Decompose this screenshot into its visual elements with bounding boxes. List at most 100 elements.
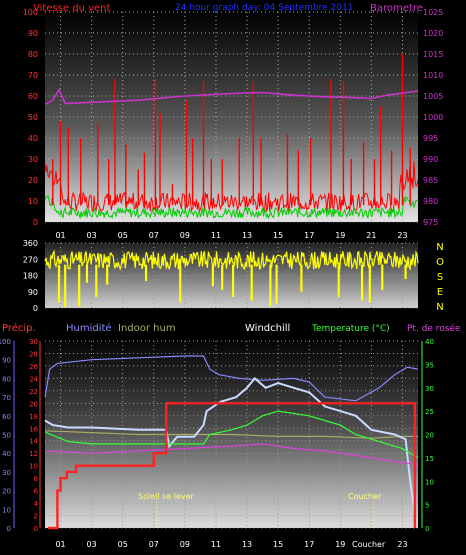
baro-y-tick-label: 1015 — [423, 50, 443, 59]
wind-y-tick-label: 80 — [28, 50, 38, 59]
sun-markers: Soleil se lever Coucher Coucher — [138, 492, 386, 549]
barometer-title: Barometre — [370, 3, 423, 14]
precip-y-tick-label: 30 — [29, 338, 38, 346]
wind-x-tick-label: 19 — [335, 231, 345, 240]
precip-y-tick-label: 10 — [29, 463, 38, 471]
temp-y-tick-label: 10 — [425, 478, 434, 486]
humidity-y-tick-label: 30 — [2, 469, 11, 477]
wind-average-line — [44, 195, 419, 220]
humidity-y-tick-label: 50 — [2, 432, 11, 440]
precip-y-tick-label: 8 — [34, 475, 38, 483]
precip-y-tick-label: 16 — [29, 425, 38, 433]
precip-y-tick-label: 0 — [34, 525, 38, 533]
precip-y-tick-label: 26 — [29, 363, 38, 371]
wind-x-tick-label: 01 — [55, 231, 65, 240]
wind-y-tick-label: 90 — [28, 29, 38, 38]
wind-x-tick-label: 11 — [211, 231, 221, 240]
period-title: 24 hour graph day: 04 Septembre 2011 — [175, 3, 353, 13]
humidity-label: Humidité — [66, 322, 112, 334]
wind-y-tick-label: 10 — [28, 197, 38, 206]
temp-y-tick-label: 25 — [425, 408, 434, 416]
direction-y-tick-label: 270 — [23, 255, 38, 264]
humidity-y-tick-label: 70 — [2, 394, 11, 402]
baro-y-tick-label: 975 — [423, 218, 438, 227]
climate-x-tick-label: 05 — [118, 540, 128, 549]
baro-y-tick-label: 985 — [423, 176, 438, 185]
sunrise-label: Soleil se lever — [138, 492, 195, 501]
wind-plot-area — [45, 12, 418, 222]
compass-letter: O — [436, 257, 444, 268]
precip-label: Précip. — [2, 322, 36, 334]
compass-letter: S — [437, 272, 443, 283]
wind-x-tick-label: 23 — [397, 231, 407, 240]
wind-y-tick-label: 50 — [28, 113, 38, 122]
direction-y-tick-label: 360 — [23, 239, 38, 248]
wind-x-tick-label: 09 — [180, 231, 190, 240]
temp-y-tick-label: 40 — [425, 338, 434, 346]
precip-y-tick-label: 12 — [29, 450, 38, 458]
humidity-line — [44, 355, 419, 402]
climate-series — [44, 355, 419, 530]
precip-y-tick-label: 28 — [29, 350, 38, 358]
temperature-label: Temperature (°C) — [311, 324, 390, 334]
wind-y-tick-label: 40 — [28, 134, 38, 143]
wind-x-tick-label: 21 — [366, 231, 376, 240]
temp-y-tick-label: 0 — [425, 525, 429, 533]
climate-x-tick-label: 03 — [87, 540, 97, 549]
temperature-line — [44, 410, 419, 459]
climate-x-tick-label: 11 — [211, 540, 221, 549]
climate-x-tick-label: 07 — [149, 540, 159, 549]
humidity-y-tick-label: 60 — [2, 413, 11, 421]
climate-x-tick-label: 15 — [273, 540, 283, 549]
windchill-line — [44, 376, 416, 515]
climate-x-tick-label: 01 — [55, 540, 65, 549]
compass-letter: N — [436, 302, 443, 313]
baro-y-tick-label: 990 — [423, 155, 438, 164]
wind-hour-axis: 01 03 05 07 09 11 13 15 17 19 21 23 — [55, 231, 407, 240]
direction-series — [44, 249, 419, 308]
baro-y-tick-label: 1010 — [423, 71, 443, 80]
temp-y-tick-label: 5 — [425, 502, 429, 510]
direction-y-tick-label: 90 — [28, 288, 38, 297]
temp-y-tick-label: 15 — [425, 455, 434, 463]
wind-x-tick-label: 17 — [304, 231, 314, 240]
climate-axes: 0246810121416182022242628300102030405060… — [0, 338, 434, 549]
precip-y-tick-label: 24 — [29, 375, 38, 383]
climate-x-tick-label: 23 — [397, 540, 407, 549]
baro-y-tick-label: 980 — [423, 197, 438, 206]
sunset-label: Coucher — [348, 492, 382, 501]
indoor-hum-line — [44, 430, 418, 439]
humidity-y-tick-label: 0 — [7, 525, 11, 533]
compass-letter: E — [437, 287, 443, 298]
indoor-hum-label: Indoor hum — [118, 323, 176, 334]
dewpoint-line — [44, 443, 419, 466]
wind-speed-line — [44, 161, 419, 214]
direction-line — [44, 249, 419, 272]
wind-y-tick-label: 0 — [33, 218, 38, 227]
direction-axis: 0 90 180 270 360 — [23, 239, 38, 313]
precip-y-tick-label: 22 — [29, 388, 38, 396]
compass-letter: N — [436, 242, 443, 253]
wind-y-tick-label: 30 — [28, 155, 38, 164]
barometer-line — [44, 87, 419, 106]
wind-y-tick-label: 20 — [28, 176, 38, 185]
wind-y-tick-label: 100 — [23, 8, 38, 17]
wind-series — [44, 54, 419, 220]
wind-x-tick-label: 15 — [273, 231, 283, 240]
wind-speed-axis: 0 10 20 30 40 50 60 70 80 90 100 — [23, 8, 38, 227]
temp-y-tick-label: 20 — [425, 432, 434, 440]
direction-y-tick-label: 0 — [33, 304, 38, 313]
humidity-y-tick-label: 80 — [2, 375, 11, 383]
humidity-y-tick-label: 40 — [2, 450, 11, 458]
temp-y-tick-label: 30 — [425, 385, 434, 393]
precip-y-tick-label: 18 — [29, 413, 38, 421]
precip-y-tick-label: 4 — [34, 500, 39, 508]
baro-y-tick-label: 1005 — [423, 92, 443, 101]
barometer-axis: 975 980 985 990 995 1000 1005 1010 1015 1020 1025 — [423, 8, 443, 227]
baro-y-tick-label: 995 — [423, 134, 438, 143]
wind-grid — [45, 11, 418, 223]
wind-x-tick-label: 13 — [242, 231, 252, 240]
